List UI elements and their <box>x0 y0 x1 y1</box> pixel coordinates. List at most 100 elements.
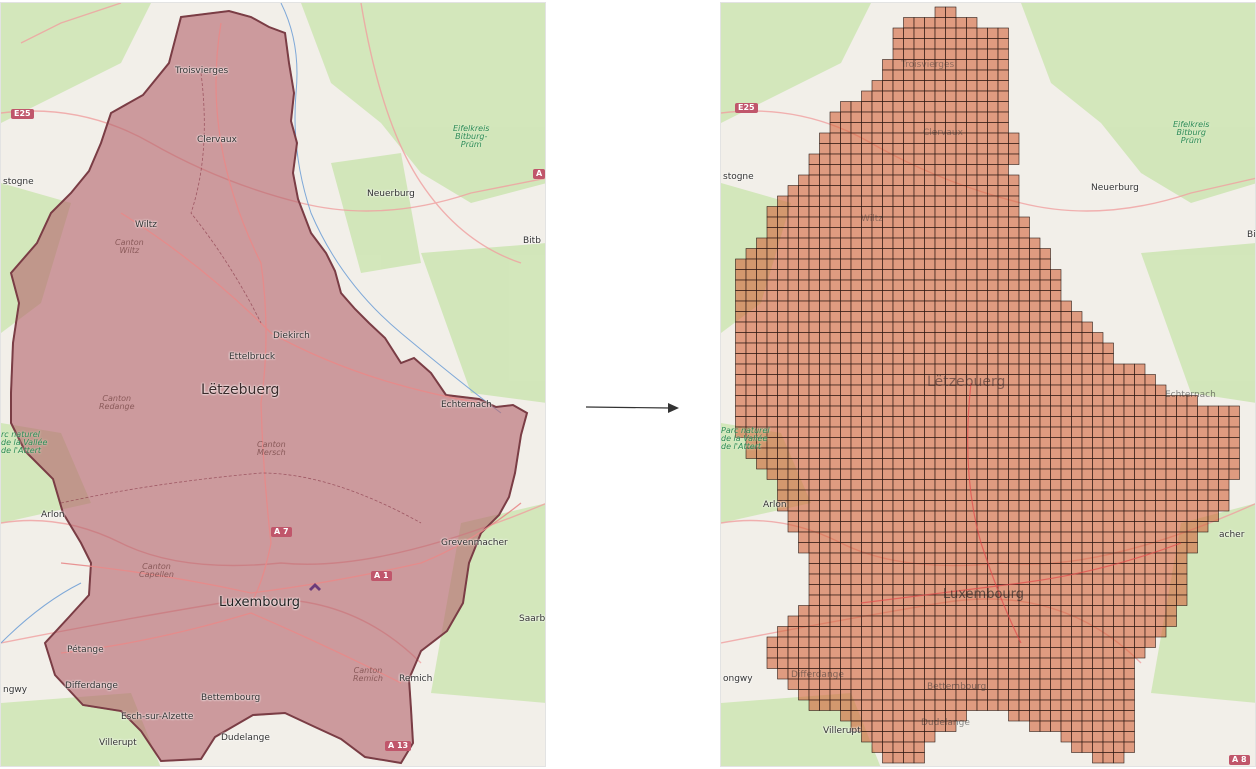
grid-cell <box>756 269 768 281</box>
grid-cell <box>1228 437 1240 449</box>
grid-cell <box>1092 468 1104 480</box>
grid-cell <box>955 216 967 228</box>
grid-cell <box>976 227 988 239</box>
grid-cell <box>1144 468 1156 480</box>
grid-cell <box>987 636 999 648</box>
grid-cell <box>913 90 925 102</box>
grid-cell <box>1060 489 1072 501</box>
grid-cell <box>1155 437 1167 449</box>
grid-cell <box>882 290 894 302</box>
grid-cell <box>987 521 999 533</box>
grid-cell <box>966 668 978 680</box>
label-neuerburg: Neuerburg <box>1091 183 1139 193</box>
grid-cell <box>861 101 873 113</box>
label-troisvierges: Troisvierges <box>901 60 955 70</box>
label-bitburg: Bitb <box>523 236 541 246</box>
grid-cell <box>1050 668 1062 680</box>
grid-cells <box>735 6 1240 764</box>
grid-cell <box>913 657 925 669</box>
grid-cell <box>1039 500 1051 512</box>
grid-cell <box>924 657 936 669</box>
grid-cell <box>987 185 999 197</box>
grid-cell <box>934 363 946 375</box>
grid-cell <box>892 647 904 659</box>
grid-cell <box>850 153 862 165</box>
grid-cell <box>1144 542 1156 554</box>
grid-cell <box>934 521 946 533</box>
grid-cell <box>945 206 957 218</box>
grid-cell <box>735 395 747 407</box>
grid-cell <box>819 416 831 428</box>
grid-cell <box>913 143 925 155</box>
grid-cell <box>1039 447 1051 459</box>
grid-cell <box>1029 237 1041 249</box>
grid-cell <box>840 269 852 281</box>
grid-cell <box>903 384 915 396</box>
grid-cell <box>987 363 999 375</box>
grid-cell <box>1081 552 1093 564</box>
grid-cell <box>997 689 1009 701</box>
grid-cell <box>882 216 894 228</box>
grid-cell <box>924 90 936 102</box>
grid-cell <box>1018 531 1030 543</box>
grid-cell <box>1039 479 1051 491</box>
grid-cell <box>861 626 873 638</box>
grid-cell <box>976 237 988 249</box>
grid-cell <box>892 626 904 638</box>
grid-cell <box>840 111 852 123</box>
grid-cell <box>1018 332 1030 344</box>
grid-cell <box>777 258 789 270</box>
grid-cell <box>976 510 988 522</box>
grid-cell <box>966 38 978 50</box>
grid-cell <box>997 195 1009 207</box>
grid-cell <box>871 657 883 669</box>
left-map-panel: Troisvierges Clervaux Wiltz Canton Wiltz… <box>0 2 546 767</box>
grid-cell <box>787 237 799 249</box>
grid-cell <box>861 227 873 239</box>
grid-cell <box>1134 468 1146 480</box>
grid-cell <box>1060 321 1072 333</box>
grid-cell <box>1197 468 1209 480</box>
grid-cell <box>1050 657 1062 669</box>
grid-cell <box>892 174 904 186</box>
grid-cell <box>871 143 883 155</box>
grid-cell <box>976 143 988 155</box>
grid-cell <box>756 332 768 344</box>
grid-cell <box>945 153 957 165</box>
grid-cell <box>1134 416 1146 428</box>
grid-cell <box>850 342 862 354</box>
grid-cell <box>850 605 862 617</box>
grid-cell <box>850 584 862 596</box>
grid-cell <box>1113 689 1125 701</box>
luxembourg-polygon <box>9 9 529 765</box>
grid-cell <box>1102 615 1114 627</box>
grid-cell <box>955 153 967 165</box>
grid-cell <box>777 248 789 260</box>
grid-cell <box>1039 416 1051 428</box>
grid-cell <box>871 626 883 638</box>
grid-cell <box>1008 552 1020 564</box>
grid-cell <box>997 479 1009 491</box>
grid-cell <box>903 405 915 417</box>
grid-cell <box>1186 458 1198 470</box>
grid-cell <box>1018 290 1030 302</box>
grid-cell <box>1081 447 1093 459</box>
grid-cell <box>1134 563 1146 575</box>
grid-cell <box>1134 531 1146 543</box>
grid-cell <box>1060 363 1072 375</box>
grid-cell <box>892 657 904 669</box>
grid-cell <box>1060 731 1072 743</box>
grid-cell <box>766 405 778 417</box>
grid-cell <box>892 122 904 134</box>
grid-cell <box>1050 416 1062 428</box>
grid-cell <box>987 531 999 543</box>
grid-cell <box>1218 458 1230 470</box>
grid-cell <box>966 80 978 92</box>
grid-cell <box>1102 741 1114 753</box>
grid-cell <box>913 311 925 323</box>
grid-cell <box>955 458 967 470</box>
grid-cell <box>1060 678 1072 690</box>
grid-cell <box>829 258 841 270</box>
grid-cell <box>966 132 978 144</box>
grid-cell <box>787 269 799 281</box>
